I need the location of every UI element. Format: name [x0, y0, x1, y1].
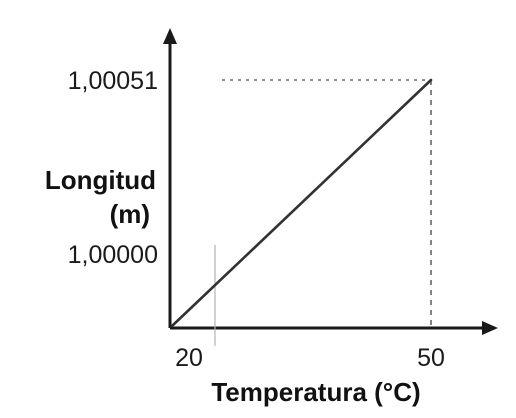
series-line — [170, 78, 433, 328]
x-tick-label: 50 — [417, 344, 445, 372]
x-tick-label: 20 — [175, 344, 203, 372]
y-axis-label-line-1: Longitud — [45, 165, 156, 195]
x-axis-arrow — [482, 321, 498, 335]
y-axis-arrow — [163, 28, 177, 44]
y-tick-label: 1,00051 — [68, 67, 158, 95]
y-tick-label: 1,00000 — [68, 241, 158, 269]
y-axis-label-line-2: (m) — [110, 199, 150, 229]
x-axis-label: Temperatura (°C) — [211, 377, 420, 407]
